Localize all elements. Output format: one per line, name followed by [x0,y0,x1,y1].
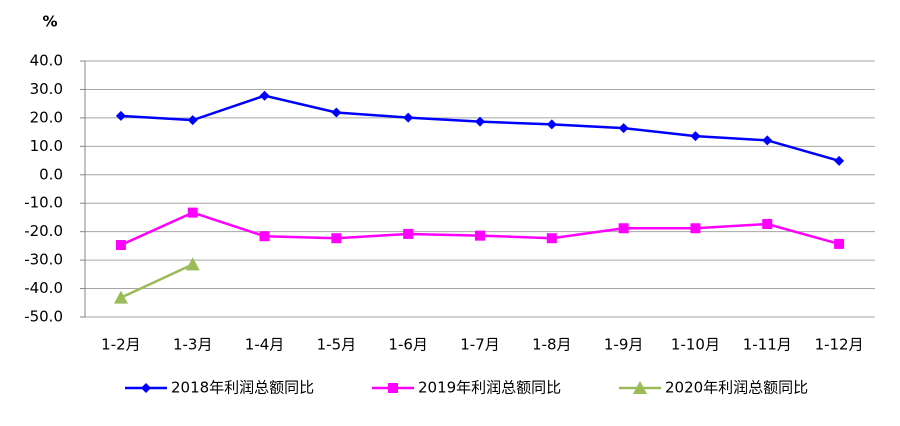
y-tick-label: 0.0 [39,165,63,183]
x-tick-label: 1-10月 [671,336,720,354]
x-tick-label: 1-8月 [532,336,572,354]
marker [113,290,128,304]
legend-label: 2018年利润总额同比 [171,379,314,397]
marker [141,383,151,393]
marker [403,112,414,123]
marker [187,207,198,218]
y-tick-label: 40.0 [30,52,63,70]
marker [187,115,198,126]
y-tick-label: -50.0 [24,308,63,326]
marker [185,257,200,271]
y-unit: % [42,13,57,31]
y-tick-label: -30.0 [24,251,63,269]
y-tick-label: 20.0 [30,108,63,126]
marker [259,90,270,101]
marker [546,233,557,244]
x-tick-label: 1-5月 [317,336,357,354]
x-tick-label: 1-6月 [388,336,428,354]
marker [762,135,773,146]
marker [388,383,398,393]
marker [475,116,485,127]
marker [331,107,342,118]
y-tick-label: -20.0 [24,222,63,240]
series-line [120,94,840,163]
marker [115,110,126,121]
marker [115,240,126,251]
series-line [120,263,194,299]
marker [834,155,845,166]
y-tick-label: -40.0 [24,279,63,297]
x-tick-label: 1-4月 [245,336,285,354]
marker [259,231,270,242]
x-tick-label: 1-3月 [173,336,213,354]
marker [475,230,485,241]
marker [403,228,414,239]
x-tick-label: 1-12月 [815,336,864,354]
marker [618,123,629,134]
marker [618,223,629,234]
marker [633,381,647,394]
x-tick-label: 1-11月 [743,336,792,354]
marker [690,223,701,234]
marker [546,119,557,130]
x-tick-label: 1-9月 [604,336,644,354]
marker [690,131,701,142]
legend-label: 2020年利润总额同比 [665,379,808,397]
y-tick-label: -10.0 [24,194,63,212]
marker [834,238,845,249]
marker [762,218,773,229]
x-tick-label: 1-7月 [460,336,500,354]
legend-label: 2019年利润总额同比 [418,379,561,397]
y-tick-label: 30.0 [30,80,63,98]
x-tick-label: 1-2月 [101,336,141,354]
y-tick-label: 10.0 [30,137,63,155]
marker [331,233,342,244]
